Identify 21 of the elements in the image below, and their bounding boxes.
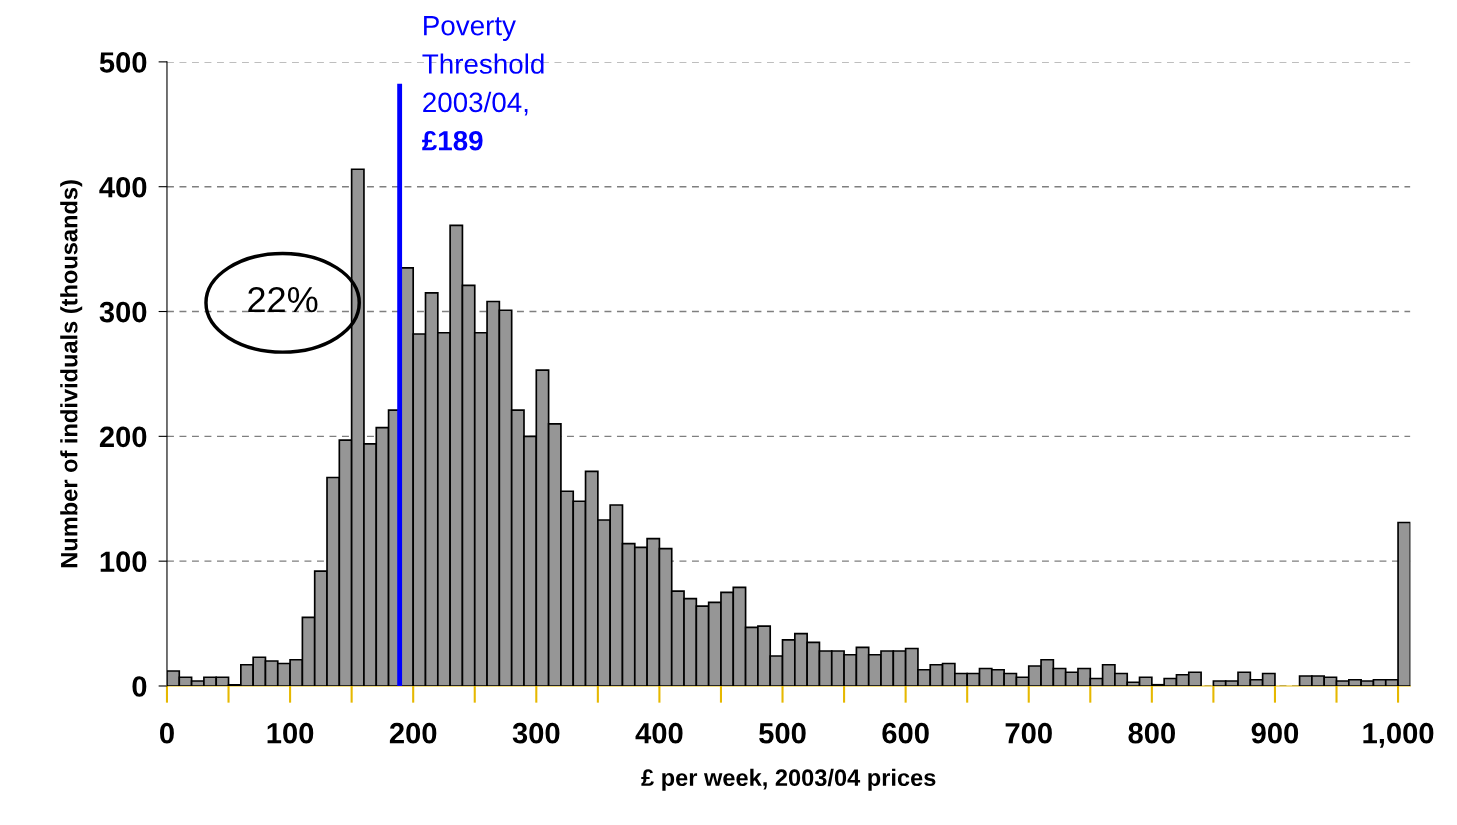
x-tick-label: 400 (635, 722, 683, 744)
y-tick-label: 100 (100, 551, 147, 573)
x-axis-title: £ per week, 2003/04 prices (641, 768, 936, 791)
y-tick-label: 0 (132, 676, 147, 697)
x-tick-label: 0 (160, 722, 174, 744)
x-tick-label: 500 (759, 722, 806, 744)
y-tick-label: 300 (99, 301, 147, 323)
y-tick-label: 500 (99, 52, 147, 73)
y-tick-label: 400 (99, 176, 147, 198)
annotation: 22% (248, 286, 318, 313)
x-tick-label: 900 (1251, 722, 1299, 744)
x-tick-label: 600 (882, 722, 929, 744)
ref-line-label: Poverty Threshold 2003/04, £189 (422, 16, 544, 151)
x-tick-label: 100 (267, 722, 314, 744)
x-tick-label: 1,000 (1363, 722, 1434, 748)
x-tick-label: 300 (512, 722, 560, 744)
y-axis-title: Number of individuals (thousands) (60, 180, 83, 568)
y-tick-label: 200 (99, 426, 147, 448)
x-tick-label: 200 (389, 722, 437, 744)
x-tick-label: 800 (1128, 722, 1175, 744)
x-tick-label: 700 (1005, 722, 1052, 744)
